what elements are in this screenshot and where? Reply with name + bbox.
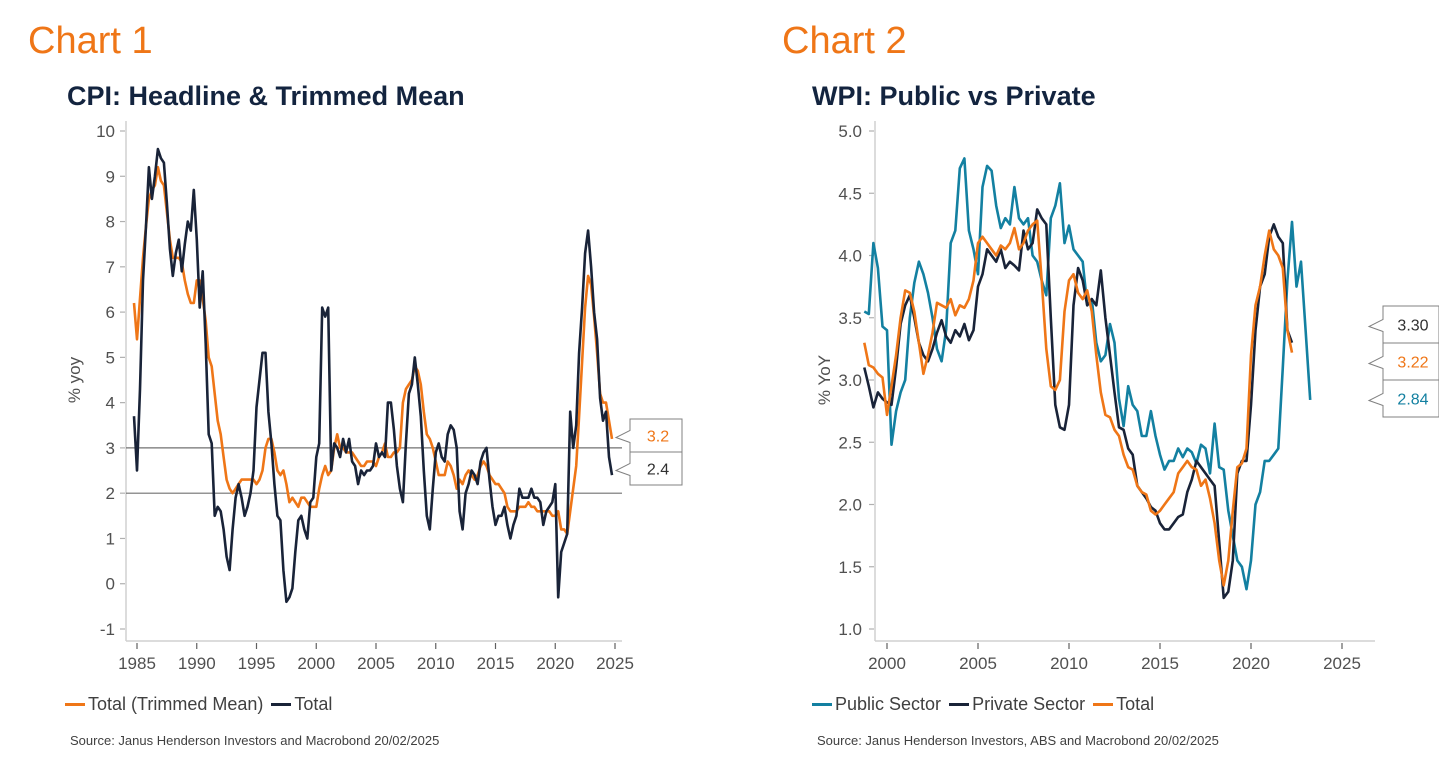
chart2-x-tick-label: 2010: [1050, 654, 1088, 673]
chart1-x-tick-label: 2010: [417, 654, 455, 673]
chart2-y-tick-label: 3.0: [838, 371, 862, 390]
chart1-end-label-box: [614, 418, 683, 453]
chart2-end-label: 2.84: [1397, 392, 1428, 409]
chart1-y-tick-label: 0: [106, 575, 115, 594]
legend-label-public-sector: Public Sector: [835, 694, 942, 714]
chart2-series-public-sector: [863, 157, 1312, 591]
chart1-y-tick-label: 6: [106, 303, 115, 322]
chart1-end-label-box: [614, 451, 683, 486]
chart1-source: Source: Janus Henderson Investors and Ma…: [70, 733, 440, 748]
chart1-x-tick-label: 2000: [297, 654, 335, 673]
chart2-end-label-box: [1367, 342, 1439, 381]
legend-swatch-trimmed-mean: [65, 703, 85, 706]
chart2-plot: 5.0 4.5 4.0 3.5 3.0 2.5 2.0 1.5 1.0 2000 2005 2010 2…: [815, 121, 1439, 673]
chart2-y-tick-label: 3.5: [838, 309, 862, 328]
chart2-label: Chart 2: [782, 20, 907, 62]
chart1-x-tick-label: 2025: [596, 654, 634, 673]
chart2-y-tick-label: 2.5: [838, 433, 862, 452]
chart2-series-private-sector: [863, 208, 1294, 600]
chart2-y-tick-label: 5.0: [838, 122, 862, 141]
chart2-x-tick-label: 2025: [1323, 654, 1361, 673]
chart2-x-tick-label: 2005: [959, 654, 997, 673]
chart2-y-tick-label: 4.5: [838, 184, 862, 203]
chart1-y-tick-label: 10: [96, 122, 115, 141]
chart1-y-tick-label: 4: [106, 394, 115, 413]
legend-item-trimmed-mean: Total (Trimmed Mean): [65, 694, 263, 715]
legend-label-trimmed-mean: Total (Trimmed Mean): [88, 694, 264, 714]
chart1-y-tick-label: 1: [106, 529, 115, 548]
chart1-y-axis-title: % yoy: [65, 356, 84, 403]
legend-swatch-private-sector: [949, 703, 970, 706]
legend-label-total: Total: [294, 694, 333, 714]
chart2-legend: Public Sector Private Sector Total: [812, 694, 1158, 715]
chart2-y-tick-label: 2.0: [838, 496, 862, 515]
chart2-source: Source: Janus Henderson Investors, ABS a…: [817, 733, 1219, 748]
chart1-y-tick-label: -1: [100, 620, 115, 639]
chart1-x-tick-label: 1985: [118, 654, 156, 673]
chart1-y-tick-label: 9: [106, 167, 115, 186]
chart2-end-label: 3.22: [1397, 355, 1428, 372]
legend-item-total: Total: [1093, 694, 1154, 715]
chart2-y-tick-label: 1.5: [838, 558, 862, 577]
chart2-title: WPI: Public vs Private: [812, 81, 1096, 111]
chart1-title: CPI: Headline & Trimmed Mean: [67, 81, 465, 111]
chart1-legend: Total (Trimmed Mean) Total: [65, 694, 336, 715]
legend-swatch-public-sector: [812, 703, 832, 706]
chart1-series-total: [132, 147, 614, 604]
chart1-x-tick-label: 2015: [477, 654, 515, 673]
chart1-y-tick-label: 2: [106, 484, 115, 503]
legend-label-private-sector: Private Sector: [972, 694, 1086, 714]
chart1-y-tick-label: 8: [106, 213, 115, 232]
legend-item-total: Total: [271, 694, 332, 715]
legend-item-private-sector: Private Sector: [949, 694, 1085, 715]
chart2-end-label-box: [1367, 379, 1439, 418]
chart2-x-tick-label: 2015: [1141, 654, 1179, 673]
legend-swatch-total: [271, 703, 292, 706]
chart1-end-label: 3.2: [647, 429, 669, 446]
chart1-y-tick-label: 5: [106, 348, 115, 367]
chart1-x-tick-label: 1990: [178, 654, 216, 673]
legend-swatch-total-wpi: [1093, 703, 1114, 706]
chart2-series-total: [863, 219, 1294, 587]
chart1-y-tick-label: 7: [106, 258, 115, 277]
legend-item-public-sector: Public Sector: [812, 694, 941, 715]
chart1-x-tick-label: 2020: [536, 654, 574, 673]
chart1-y-tick-label: 3: [106, 439, 115, 458]
chart2-y-tick-label: 1.0: [838, 620, 862, 639]
chart2-x-tick-label: 2000: [868, 654, 906, 673]
chart1-x-tick-label: 1995: [238, 654, 276, 673]
chart2-y-tick-label: 4.0: [838, 247, 862, 266]
chart2-y-axis-title: % YoY: [815, 355, 834, 405]
legend-label-total-wpi: Total: [1116, 694, 1155, 714]
chart1-x-tick-label: 2005: [357, 654, 395, 673]
chart2-x-tick-label: 2020: [1232, 654, 1270, 673]
chart1-label: Chart 1: [28, 20, 153, 62]
chart1-end-label: 2.4: [647, 462, 669, 479]
chart2-end-label-box: [1367, 305, 1439, 344]
chart2-end-label: 3.30: [1397, 318, 1428, 335]
